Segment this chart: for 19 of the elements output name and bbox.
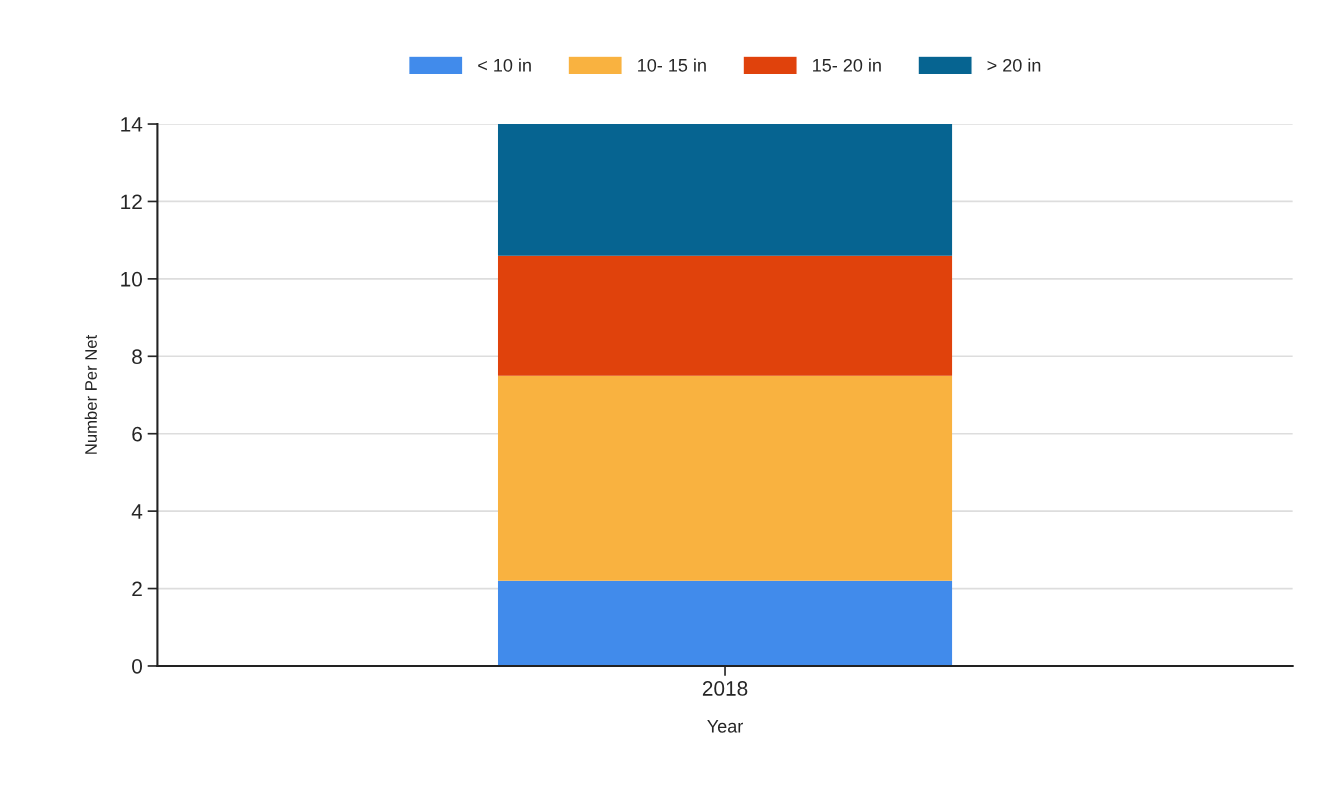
bar bbox=[497, 580, 953, 666]
legend-label: < 10 in bbox=[478, 58, 531, 72]
legend-label: 15- 20 in bbox=[813, 58, 881, 72]
y-tick-label: 8 bbox=[132, 349, 142, 365]
bar bbox=[497, 124, 953, 256]
y-tick-label: 10 bbox=[121, 271, 143, 287]
bar bbox=[497, 375, 953, 581]
bar bbox=[497, 255, 953, 376]
y-tick-label: 2 bbox=[132, 581, 142, 597]
legend-label: > 20 in bbox=[987, 58, 1041, 72]
y-axis-title: Number Per Net bbox=[84, 334, 97, 454]
legend-label: 10- 15 in bbox=[638, 58, 706, 72]
x-tick-label: 2018 bbox=[702, 681, 748, 696]
y-tick-label: 12 bbox=[121, 194, 142, 209]
x-axis-title: Year bbox=[707, 720, 743, 733]
y-tick-label: 14 bbox=[121, 117, 143, 132]
y-tick-label: 0 bbox=[132, 658, 143, 674]
y-tick-label: 6 bbox=[132, 426, 142, 442]
y-tick-label: 4 bbox=[131, 504, 143, 519]
